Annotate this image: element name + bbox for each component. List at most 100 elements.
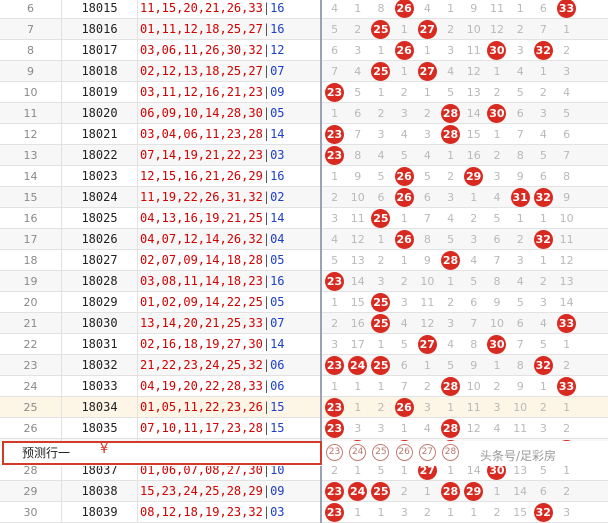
table-row[interactable]: 15 18024 11,19,22,26,31,32|02 2 10 6 26 6 3 1 4 31 3… — [0, 187, 608, 208]
issue-number: 18028 — [62, 271, 138, 292]
predict-ball[interactable]: 27 — [418, 444, 436, 461]
table-row[interactable]: 8 18017 03,06,11,26,30,32|12 6 3 1 26 1 3 11 30 3 32… — [0, 40, 608, 61]
draw-numbers: 04,13,16,19,21,25|14 — [138, 208, 322, 229]
chevron-down-icon[interactable]: ¥ — [100, 442, 109, 457]
separator: | — [262, 274, 271, 288]
table-row[interactable]: 24 18033 04,19,20,22,28,33|06 1 1 1 7 2 28 10 2 9 1 3… — [0, 376, 608, 397]
omission-cell: 2 — [331, 191, 339, 204]
table-row[interactable]: 22 18031 02,16,18,19,27,30|14 3 17 1 5 27 4 8 30 7 5… — [0, 334, 608, 355]
omission-cell: 1 — [331, 380, 339, 393]
omission-cell: 5 — [400, 149, 408, 162]
omission-cell: 4 — [423, 422, 431, 435]
table-row[interactable]: 30 18039 08,12,18,19,23,32|03 23 1 1 3 2 1 1 2 15 32… — [0, 502, 608, 523]
omission-cell: 5 — [354, 86, 362, 99]
omission-cell: 2 — [447, 296, 455, 309]
omission-cell: 10 — [513, 401, 528, 414]
draw-numbers: 08,12,18,19,23,32|03 — [138, 502, 322, 523]
separator: | — [262, 22, 271, 36]
table-row[interactable]: 12 18021 03,04,06,11,23,28|14 23 7 3 4 3 28 15 1 7 4… — [0, 124, 608, 145]
blue-ball-text: 12 — [270, 43, 285, 57]
predict-row[interactable]: 预测行一 ¥ 23 24 25 26 27 28 — [0, 441, 608, 466]
omission-cell: 1 — [354, 506, 362, 519]
omission-cell: 5 — [377, 170, 385, 183]
red-balls-text: 06,09,10,14,28,30 — [140, 106, 263, 120]
blue-ball-text: 04 — [270, 232, 285, 246]
table-row[interactable]: 29 18038 15,23,24,25,28,29|09 23 24 25 2 1 28 29 1… — [0, 481, 608, 502]
draw-numbers: 01,02,09,14,22,25|05 — [138, 292, 322, 313]
omission-cell: 14 — [559, 296, 574, 309]
table-row[interactable]: 7 18016 01,11,12,18,25,27|16 5 2 25 1 27 2 10 12 2 7… — [0, 19, 608, 40]
omission-cell: 1 — [539, 254, 547, 267]
omission-cell: 1 — [493, 485, 501, 498]
hit-ball: 26 — [394, 398, 414, 417]
omission-cell: 2 — [423, 380, 431, 393]
hit-ball: 28 — [441, 419, 460, 438]
table-row[interactable]: 6 18015 11,15,20,21,26,33|16 4 1 8 26 4 1 9 11 1 6 33 — [0, 0, 608, 19]
blue-ball-text: 15 — [270, 421, 285, 435]
issue-number: 18034 — [62, 397, 138, 418]
issue-number: 18029 — [62, 292, 138, 313]
omission-cell: 15 — [513, 506, 528, 519]
predict-ball[interactable]: 25 — [372, 444, 390, 461]
separator: | — [262, 358, 271, 372]
omission-cell: 5 — [539, 149, 547, 162]
hit-ball: 26 — [394, 0, 414, 18]
table-row[interactable]: 19 18028 03,08,11,14,18,23|16 23 14 3 2 10 1 5 8 4 2… — [0, 271, 608, 292]
predict-ball[interactable]: 28 — [442, 444, 459, 461]
table-row[interactable]: 18 18027 02,07,09,14,18,28|05 5 13 2 1 9 28 4 7 3 1 1… — [0, 250, 608, 271]
row-index: 7 — [0, 19, 62, 40]
table-row[interactable]: 14 18023 12,15,16,21,26,29|16 1 9 5 26 5 2 29 3 9 6 8 — [0, 166, 608, 187]
omission-cell: 6 — [377, 191, 385, 204]
table-row[interactable]: 23 18032 21,22,23,24,25,32|06 23 24 25 6 1 5 9 1 8 3… — [0, 355, 608, 376]
separator: | — [262, 169, 271, 183]
omission-cell: 3 — [447, 44, 455, 57]
blue-ball-text: 16 — [270, 274, 285, 288]
separator: | — [262, 505, 271, 519]
draw-numbers: 03,08,11,14,18,23|16 — [138, 271, 322, 292]
row-index: 10 — [0, 82, 62, 103]
table-row[interactable]: 26 18035 07,10,11,17,23,28|15 23 3 3 1 4 28 12 4 11… — [0, 418, 608, 439]
omission-cell: 3 — [377, 128, 385, 141]
watermark: 头条号/足彩房 — [480, 449, 557, 463]
omission-cell: 1 — [470, 191, 478, 204]
table-row[interactable]: 17 18026 04,07,12,14,26,32|04 4 12 1 26 8 5 3 6 2 32… — [0, 229, 608, 250]
table-row[interactable]: 21 18030 13,14,20,21,25,33|07 2 16 25 4 12 3 7 10 6… — [0, 313, 608, 334]
table-row[interactable]: 20 18029 01,02,09,14,22,25|05 1 15 25 3 11 2 6 9 5 3… — [0, 292, 608, 313]
predict-ball[interactable]: 26 — [395, 444, 413, 461]
omission-cell: 10 — [466, 380, 481, 393]
red-balls-text: 03,11,12,16,21,23 — [140, 85, 263, 99]
hit-ball: 23 — [325, 419, 344, 438]
draw-numbers: 02,07,09,14,18,28|05 — [138, 250, 322, 271]
table-row[interactable]: 25 18034 01,05,11,22,23,26|15 23 1 2 26 3 1 11 3 10… — [0, 397, 608, 418]
omission-cell: 3 — [563, 65, 571, 78]
omission-cell: 16 — [466, 149, 481, 162]
omission-cell: 3 — [354, 44, 362, 57]
omission-cell: 13 — [559, 275, 574, 288]
red-balls-text: 11,19,22,26,31,32 — [140, 190, 263, 204]
issue-number: 18027 — [62, 250, 138, 271]
omission-cell: 4 — [563, 86, 571, 99]
omission-cell: 2 — [539, 401, 547, 414]
table-row[interactable]: 16 18025 04,13,16,19,21,25|14 3 11 25 1 7 4 2 5 1 1 1… — [0, 208, 608, 229]
omission-cell: 4 — [400, 317, 408, 330]
omission-cell: 1 — [377, 380, 385, 393]
table-row[interactable]: 9 18018 02,12,13,18,25,27|07 7 4 25 1 27 4 12 1 4 1 3 — [0, 61, 608, 82]
row-index: 30 — [0, 502, 62, 523]
issue-number: 18024 — [62, 187, 138, 208]
row-index: 11 — [0, 103, 62, 124]
red-balls-text: 02,12,13,18,25,27 — [140, 64, 263, 78]
hit-ball: 33 — [557, 0, 576, 18]
draw-numbers: 15,23,24,25,28,29|09 — [138, 481, 322, 502]
issue-number: 18030 — [62, 313, 138, 334]
table-row[interactable]: 11 18020 06,09,10,14,28,30|05 1 6 2 3 2 28 14 30 6 3… — [0, 103, 608, 124]
predict-ball[interactable]: 24 — [349, 444, 367, 461]
red-balls-text: 04,13,16,19,21,25 — [140, 211, 263, 225]
hit-ball: 33 — [557, 314, 576, 333]
table-row[interactable]: 13 18022 07,14,19,21,22,23|03 23 8 4 5 4 1 16 2 8 5 7 — [0, 145, 608, 166]
red-balls-text: 15,23,24,25,28,29 — [140, 484, 263, 498]
omission-cell: 8 — [354, 149, 362, 162]
omission-cell: 5 — [400, 338, 408, 351]
table-row[interactable]: 10 18019 03,11,12,16,21,23|09 23 5 1 2 1 5 13 2 5 2 4 — [0, 82, 608, 103]
omission-cell: 1 — [331, 296, 339, 309]
predict-ball[interactable]: 23 — [326, 444, 343, 461]
